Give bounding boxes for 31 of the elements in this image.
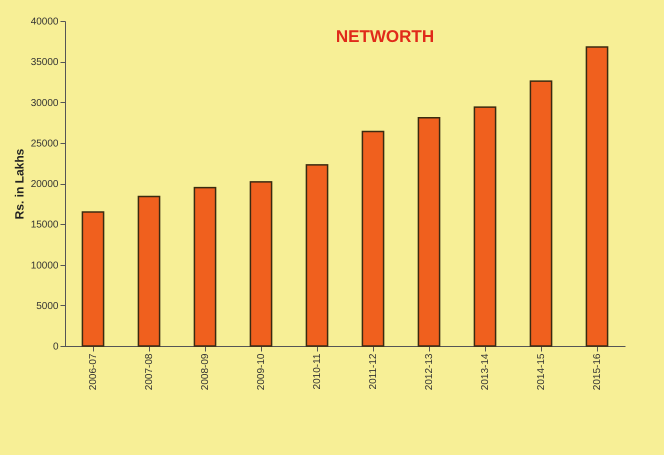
bar (362, 130, 384, 347)
y-tick-label: 40000 (30, 16, 59, 28)
x-tick-label: 2015-16 (592, 353, 603, 390)
y-axis-title: Rs. in Lakhs (12, 148, 27, 220)
bar (306, 164, 328, 347)
x-tick-label: 2012-13 (424, 353, 435, 390)
bar (82, 211, 104, 347)
bar (418, 116, 440, 347)
y-tick-label: 35000 (30, 57, 59, 68)
y-tick-label: 15000 (30, 220, 59, 231)
x-tick-label: 2008-09 (200, 353, 211, 390)
bar (250, 181, 272, 347)
bar (474, 106, 496, 347)
y-tick-label: 0 (52, 342, 59, 352)
y-tick-label: 10000 (30, 260, 59, 272)
y-tick-label: 5000 (36, 300, 59, 312)
x-tick-label: 2011-12 (368, 353, 379, 390)
chart-title: NETWORTH (336, 27, 434, 46)
x-tick-label: 2009-10 (256, 353, 267, 390)
y-tick-label: 25000 (30, 138, 59, 150)
y-tick-label: 30000 (30, 98, 59, 109)
x-tick-label: 2013-14 (480, 353, 491, 390)
x-tick-label: 2007-08 (144, 353, 155, 390)
x-tick-label: 2010-11 (312, 353, 323, 390)
bar (530, 80, 552, 347)
bar (194, 186, 216, 347)
y-tick-label: 20000 (30, 179, 59, 190)
x-tick-label: 2006-07 (88, 353, 99, 390)
bar (586, 46, 608, 347)
bar (138, 196, 160, 347)
x-tick-label: 2014-15 (536, 353, 547, 390)
